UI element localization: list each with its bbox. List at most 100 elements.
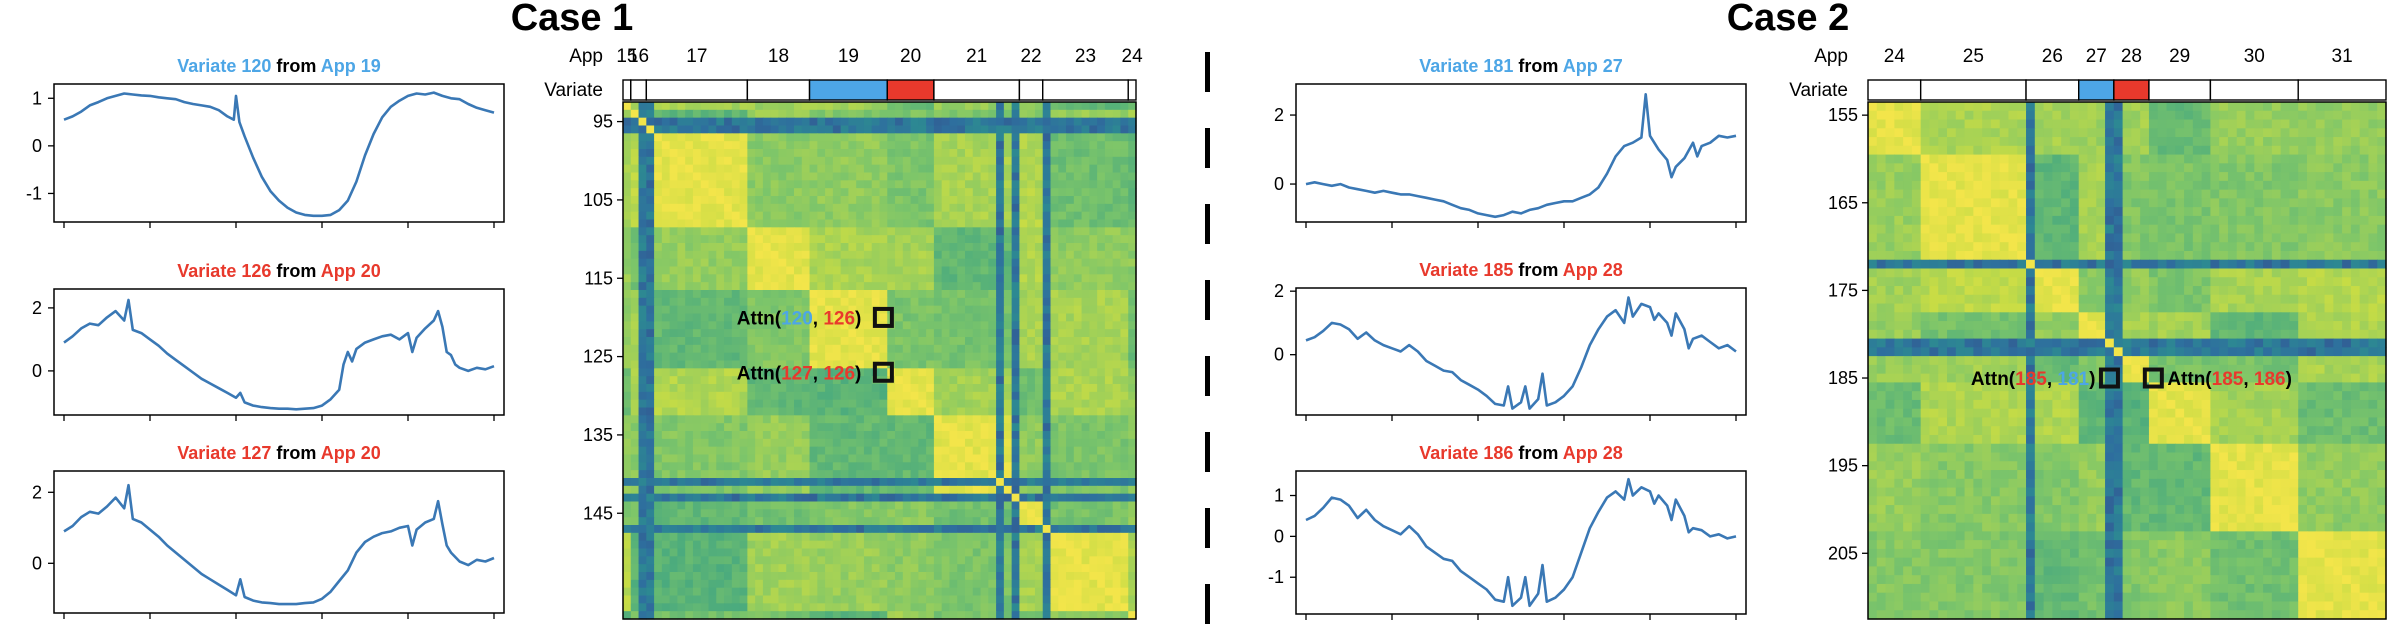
line-panel-frame: [53, 470, 505, 614]
app-label: 15: [616, 46, 637, 67]
line-panel-title: Variate 181 from App 27: [1419, 56, 1622, 76]
line-panel-frame: [1295, 287, 1747, 416]
y-tick-label: 0: [1274, 345, 1284, 365]
y-tick-label: 2: [32, 298, 42, 318]
attn-label-part: Attn(: [737, 308, 782, 329]
app-box: [645, 79, 749, 101]
variate-tick-label: 125: [583, 347, 613, 367]
line-panel-title-part: from: [271, 56, 320, 76]
line-panel-title-part: Variate 186: [1419, 443, 1513, 463]
attn-label-part: 127: [781, 363, 813, 384]
y-tick-label: 0: [1274, 174, 1284, 194]
line-panel-2: Variate 127 from App 20 2 0: [32, 443, 505, 619]
line-panel-4: Variate 185 from App 28 2 0: [1274, 260, 1747, 421]
variate-tick-label: 105: [583, 190, 613, 210]
app-strip: 24 25 26 27 28 29 30 31: [1867, 46, 2387, 101]
attn-label-part: ): [2286, 369, 2292, 390]
attn-label: Attn(185, 181): [1971, 369, 2096, 390]
attn-label: Attn(185, 186): [2167, 369, 2292, 390]
app-box: [1867, 79, 1922, 101]
case2-title: Case 2: [1727, 0, 1850, 39]
app-box: [2025, 79, 2080, 101]
app-box: [933, 79, 1021, 101]
variate-tick-label: 145: [583, 503, 613, 523]
app-box: [1127, 79, 1137, 101]
series-line: [63, 298, 495, 411]
y-tick-label: 1: [32, 88, 42, 108]
attn-label-part: ,: [813, 363, 824, 384]
case1-title: Case 1: [511, 0, 634, 39]
variate-tick-label: 175: [1828, 280, 1858, 300]
line-panel-title: Variate 186 from App 28: [1419, 443, 1622, 463]
y-tick-label: 2: [32, 482, 42, 502]
app-label: 21: [966, 46, 987, 67]
attn-label-part: 185: [2015, 369, 2047, 390]
app-box: [1042, 79, 1129, 101]
line-panel-title: Variate 126 from App 20: [177, 261, 380, 281]
attn-label: Attn(120, 126): [737, 308, 862, 329]
series-line: [63, 483, 495, 606]
attn-label-part: ,: [2047, 369, 2058, 390]
y-tick-label: 0: [32, 553, 42, 573]
app-box: [746, 79, 811, 101]
attn-label-part: Attn(: [1971, 369, 2016, 390]
app-box: [630, 79, 648, 101]
app-label: 20: [900, 46, 921, 67]
attn-label-part: ): [2089, 369, 2095, 390]
line-panel-title-part: Variate 185: [1419, 260, 1513, 280]
line-panel-title-part: App 28: [1563, 260, 1623, 280]
app-label: 23: [1075, 46, 1096, 67]
line-panel-title-part: App 20: [321, 443, 381, 463]
app-header-label: App: [569, 46, 603, 67]
attn-label-part: 126: [823, 363, 855, 384]
y-tick-label: 2: [1274, 281, 1284, 301]
variate-header-label: Variate: [1789, 80, 1848, 101]
line-panel-title-part: App 27: [1563, 56, 1623, 76]
heatmap-cells: [1868, 102, 2387, 620]
app-label: 17: [686, 46, 707, 67]
heatmap-cells: [623, 102, 1137, 620]
line-panel-0: Variate 120 from App 19 1 0 -1: [26, 56, 505, 228]
variate-tick-label: 195: [1828, 456, 1858, 476]
attn-label-part: 186: [2254, 369, 2286, 390]
app-label: 24: [1884, 46, 1906, 67]
line-panel-frame: [53, 83, 505, 223]
variate-tick-label: 115: [584, 268, 613, 288]
attn-marker: [2142, 367, 2164, 389]
app-label: 24: [1122, 46, 1144, 67]
line-panel-title: Variate 120 from App 19: [177, 56, 380, 76]
attn-marker: [872, 306, 894, 328]
heatmap-frame: [1867, 101, 2387, 620]
app-label: 18: [768, 46, 789, 67]
y-tick-label: -1: [26, 183, 42, 203]
line-panel-1: Variate 126 from App 20 2 0: [32, 261, 505, 421]
app-box: [2209, 79, 2299, 101]
app-box: [808, 79, 888, 101]
line-panel-title-part: from: [271, 261, 320, 281]
line-panel-title: Variate 127 from App 20: [177, 443, 380, 463]
app-box: [1919, 79, 2027, 101]
heatmap-frame: [622, 101, 1137, 620]
variate-tick-label: 95: [593, 112, 613, 132]
heatmap-panel-2: 24 25 26 27 28 29 30 31 App Variate 155 165 175 185 19…: [1789, 46, 2387, 620]
app-box: [886, 79, 935, 101]
line-panel-5: Variate 186 from App 28 1 0 -1: [1268, 443, 1747, 620]
y-tick-label: 0: [32, 136, 42, 156]
line-panel-title-part: App 19: [321, 56, 381, 76]
attn-marker: [872, 361, 894, 383]
attn-label-part: ): [855, 363, 861, 384]
line-panel-title-part: Variate 120: [177, 56, 271, 76]
app-box: [2113, 79, 2150, 101]
line-panel-title-part: from: [271, 443, 320, 463]
app-label: 31: [2332, 46, 2353, 67]
attn-label-part: 185: [2212, 369, 2244, 390]
line-panel-frame: [1295, 83, 1747, 223]
app-label: 30: [2244, 46, 2265, 67]
app-box: [2148, 79, 2212, 101]
series-line: [1305, 477, 1737, 608]
y-tick-label: 1: [1274, 486, 1284, 506]
series-line: [63, 91, 495, 218]
app-label: 28: [2121, 46, 2142, 67]
